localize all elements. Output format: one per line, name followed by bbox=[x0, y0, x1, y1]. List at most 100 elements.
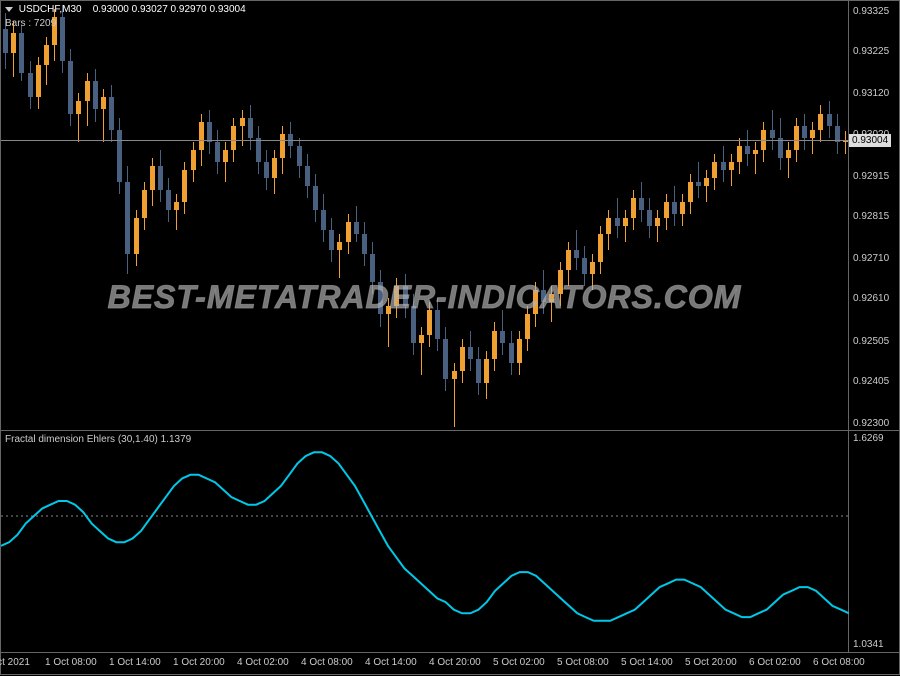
candle-body bbox=[240, 118, 245, 126]
candle-body bbox=[231, 126, 236, 150]
candle-body bbox=[574, 250, 579, 258]
y-tick-label: 0.92610 bbox=[853, 293, 889, 304]
x-tick-label: 4 Oct 08:00 bbox=[301, 657, 353, 668]
candle-body bbox=[452, 371, 457, 379]
y-tick-label: 0.93120 bbox=[853, 88, 889, 99]
x-tick-label: 4 Oct 20:00 bbox=[429, 657, 481, 668]
indicator-line bbox=[1, 452, 849, 621]
candle-body bbox=[337, 242, 342, 250]
candle-body bbox=[109, 97, 114, 129]
x-tick-label: 5 Oct 08:00 bbox=[557, 657, 609, 668]
main-y-axis: 0.933250.932250.931200.930200.929150.928… bbox=[849, 1, 900, 431]
candle-body bbox=[704, 178, 709, 186]
y-tick-label: 0.93225 bbox=[853, 46, 889, 57]
candle-body bbox=[93, 81, 98, 109]
candle-body bbox=[125, 182, 130, 254]
y-tick-label: 0.92815 bbox=[853, 211, 889, 222]
candle-body bbox=[207, 122, 212, 142]
candle-body bbox=[272, 158, 277, 178]
x-tick-label: 6 Oct 08:00 bbox=[813, 657, 865, 668]
candle-body bbox=[598, 234, 603, 262]
indicator-line-svg bbox=[1, 431, 849, 653]
candle-body bbox=[101, 97, 106, 109]
candle-body bbox=[468, 347, 473, 359]
candle-body bbox=[3, 29, 8, 53]
candle-wick bbox=[845, 131, 846, 154]
y-tick-label: 0.93325 bbox=[853, 6, 889, 17]
candle-body bbox=[802, 126, 807, 138]
candle-body bbox=[248, 118, 253, 138]
candle-body bbox=[712, 162, 717, 178]
candle-body bbox=[321, 210, 326, 230]
candle-wick bbox=[755, 142, 756, 174]
x-tick-label: 5 Oct 14:00 bbox=[621, 657, 673, 668]
candle-body bbox=[721, 162, 726, 170]
candle-body bbox=[770, 130, 775, 138]
candle-body bbox=[566, 250, 571, 270]
candle-body bbox=[76, 101, 81, 113]
candle-body bbox=[223, 150, 228, 162]
chart-container: USDCHF,M30 0.93000 0.93027 0.92970 0.930… bbox=[0, 0, 900, 675]
x-tick-label: 4 Oct 14:00 bbox=[365, 657, 417, 668]
candle-body bbox=[346, 222, 351, 242]
candle-body bbox=[541, 290, 546, 302]
candle-wick bbox=[551, 286, 552, 322]
candle-body bbox=[182, 170, 187, 202]
candle-body bbox=[158, 166, 163, 190]
candle-body bbox=[582, 258, 587, 274]
candle-body bbox=[394, 286, 399, 306]
candle-body bbox=[68, 61, 73, 113]
candle-body bbox=[280, 134, 285, 158]
indicator-y-axis: 1.62691.0341 bbox=[849, 431, 900, 653]
candle-body bbox=[688, 182, 693, 202]
candle-body bbox=[818, 114, 823, 130]
candle-body bbox=[606, 218, 611, 234]
candle-body bbox=[36, 65, 41, 97]
candle-body bbox=[174, 202, 179, 210]
candle-body bbox=[558, 270, 563, 294]
candle-body bbox=[150, 166, 155, 190]
candle-body bbox=[810, 130, 815, 138]
x-tick-label: 1 Oct 20:00 bbox=[173, 657, 225, 668]
current-price-line bbox=[1, 140, 849, 141]
candle-body bbox=[378, 282, 383, 314]
candle-body bbox=[460, 347, 465, 371]
candle-body bbox=[794, 126, 799, 150]
indicator-chart[interactable]: Fractal dimension Ehlers (30,1.40) 1.137… bbox=[1, 431, 849, 653]
main-price-chart[interactable]: USDCHF,M30 0.93000 0.93027 0.92970 0.930… bbox=[1, 1, 849, 431]
candle-body bbox=[19, 33, 24, 73]
candle-body bbox=[639, 198, 644, 210]
x-tick-label: 1 Oct 14:00 bbox=[109, 657, 161, 668]
candle-wick bbox=[339, 234, 340, 278]
candle-body bbox=[44, 45, 49, 65]
candle-body bbox=[492, 331, 497, 359]
candle-body bbox=[623, 218, 628, 226]
candle-wick bbox=[698, 162, 699, 198]
candle-body bbox=[443, 339, 448, 379]
candle-body bbox=[329, 230, 334, 250]
candle-body bbox=[11, 33, 16, 53]
y-tick-label: 0.92300 bbox=[853, 418, 889, 429]
candle-body bbox=[403, 286, 408, 306]
candle-body bbox=[435, 310, 440, 338]
candle-body bbox=[696, 182, 701, 186]
candle-body bbox=[427, 310, 432, 334]
candle-body bbox=[509, 343, 514, 363]
candle-body bbox=[215, 142, 220, 162]
time-x-axis: 1 Oct 20211 Oct 08:001 Oct 14:001 Oct 20… bbox=[1, 653, 900, 676]
candle-body bbox=[411, 306, 416, 342]
candle-wick bbox=[657, 210, 658, 242]
dropdown-icon[interactable] bbox=[5, 7, 13, 12]
candle-body bbox=[476, 359, 481, 383]
current-price-tag: 0.93004 bbox=[849, 134, 891, 147]
candle-body bbox=[85, 81, 90, 101]
candle-body bbox=[419, 335, 424, 343]
candle-body bbox=[264, 162, 269, 178]
candle-body bbox=[28, 73, 33, 97]
x-tick-label: 6 Oct 02:00 bbox=[749, 657, 801, 668]
candle-body bbox=[680, 202, 685, 214]
candle-body bbox=[199, 122, 204, 150]
candle-body bbox=[753, 150, 758, 154]
candle-body bbox=[60, 17, 65, 61]
indicator-title: Fractal dimension Ehlers (30,1.40) 1.137… bbox=[5, 434, 191, 445]
